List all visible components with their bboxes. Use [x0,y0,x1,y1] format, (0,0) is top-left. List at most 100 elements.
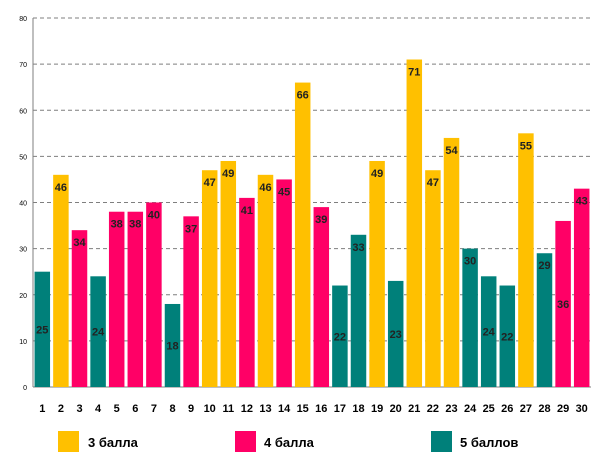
data-label-26: 22 [501,331,513,343]
bar-7 [146,202,162,387]
data-label-10: 47 [204,177,216,189]
bar-4 [90,276,106,387]
data-label-3: 34 [73,237,86,249]
legend-label-4-balla: 4 балла [264,435,314,450]
data-label-4: 24 [92,327,105,339]
data-label-14: 45 [278,186,290,198]
x-tick-label-8: 8 [169,403,175,415]
y-tick-label-80: 80 [19,16,27,23]
bar-20 [387,280,404,387]
bar-18 [350,234,367,387]
y-tick-label-60: 60 [19,108,27,115]
x-tick-label-23: 23 [445,403,457,415]
legend-swatch-3-balla [58,431,79,452]
bar-5 [108,211,125,387]
data-label-24: 30 [464,256,476,268]
data-label-19: 49 [371,168,383,180]
x-tick-label-1: 1 [39,403,45,415]
data-label-17: 22 [334,331,346,343]
data-label-28: 29 [538,260,550,272]
x-tick-label-9: 9 [188,403,194,415]
bar-29 [555,220,571,387]
legend-label-5-ballov: 5 баллов [460,435,519,450]
bar-8 [164,303,181,387]
data-label-6: 38 [129,219,141,231]
bar-15 [294,82,311,387]
x-tick-label-28: 28 [538,403,550,415]
bar-17 [332,285,348,387]
x-tick-label-5: 5 [114,403,120,415]
bar-13 [257,174,274,387]
bar-16 [313,207,330,387]
x-tick-label-10: 10 [204,403,216,415]
y-tick-label-70: 70 [19,62,27,69]
bar-11 [220,160,237,387]
x-tick-label-16: 16 [315,403,327,415]
data-label-18: 33 [352,242,364,254]
y-tick-label-30: 30 [19,247,27,254]
x-tick-label-24: 24 [464,403,477,415]
data-label-1: 25 [36,324,48,336]
bar-28 [536,253,553,387]
bar-22 [425,170,441,387]
data-label-15: 66 [297,90,309,102]
x-tick-label-18: 18 [352,403,364,415]
x-tick-label-15: 15 [297,403,309,415]
legend-label-3-balla: 3 балла [88,435,138,450]
data-label-12: 41 [241,205,253,217]
x-tick-label-3: 3 [76,403,82,415]
data-label-21: 71 [408,67,420,79]
bar-23 [443,137,460,387]
data-label-11: 49 [222,168,234,180]
bar-10 [201,170,218,387]
x-tick-label-12: 12 [241,403,253,415]
x-tick-label-7: 7 [151,403,157,415]
x-tick-label-29: 29 [557,403,569,415]
bar-27 [518,133,534,387]
x-tick-label-4: 4 [95,403,102,415]
bar-3 [71,230,88,387]
x-tick-label-26: 26 [501,403,513,415]
bar-1 [34,271,51,387]
x-tick-label-6: 6 [132,403,138,415]
data-label-23: 54 [445,145,458,157]
x-tick-label-22: 22 [427,403,439,415]
y-tick-label-40: 40 [19,201,27,208]
data-label-20: 23 [390,329,402,341]
x-tick-label-19: 19 [371,403,383,415]
x-tick-label-27: 27 [520,403,532,415]
data-label-7: 40 [148,210,160,222]
x-tick-label-13: 13 [259,403,271,415]
y-tick-label-20: 20 [19,293,27,300]
legend-swatch-5-ballov [431,431,452,452]
x-tick-label-2: 2 [58,403,64,415]
y-tick-label-50: 50 [19,154,27,161]
data-label-22: 47 [427,177,439,189]
data-label-30: 43 [576,196,588,208]
bar-26 [499,285,516,387]
data-label-9: 37 [185,223,197,235]
bar-21 [406,59,423,387]
x-tick-label-21: 21 [408,403,420,415]
x-tick-label-30: 30 [576,403,588,415]
data-label-27: 55 [520,140,532,152]
data-label-13: 46 [259,182,271,194]
data-label-16: 39 [315,214,327,226]
bar-6 [127,211,144,387]
data-label-8: 18 [166,340,178,352]
y-tick-label-10: 10 [19,339,27,346]
data-label-29: 36 [557,299,569,311]
bar-9 [183,216,199,387]
bar-14 [276,179,292,387]
x-tick-label-20: 20 [390,403,402,415]
data-label-5: 38 [111,219,123,231]
data-label-2: 46 [55,182,67,194]
bar-19 [369,160,385,387]
data-label-25: 24 [483,327,496,339]
y-tick-label-0: 0 [23,385,27,392]
legend-swatch-4-balla [235,431,256,452]
bar-2 [53,174,69,387]
bar-25 [480,276,497,387]
bar-30 [573,188,590,387]
